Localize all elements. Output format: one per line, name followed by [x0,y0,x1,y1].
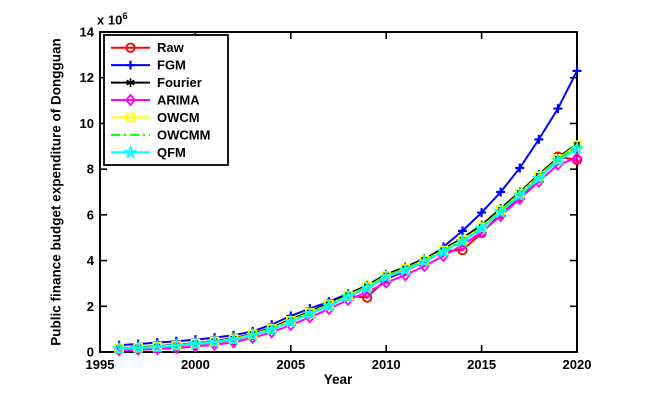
y-axis-exponent-label: x 106 [97,11,128,27]
exponent-base: x 10 [97,12,123,28]
legend-marker-owcm [125,112,136,123]
marker-pentagram-qfm [359,280,375,295]
y-tick-label: 2 [87,299,94,314]
x-tick-label: 2005 [276,357,305,372]
legend-label-qfm: QFM [157,145,186,160]
y-tick-label: 8 [87,162,94,177]
marker-pentagram-qfm [474,220,489,235]
marker-plus-fgm [534,134,544,144]
legend-label-owcm: OWCM [157,110,200,125]
marker-pentagram-qfm [264,322,280,337]
marker-pentagram-qfm [512,187,527,202]
legend-marker-fourier [126,78,135,88]
y-axis-label: Public finance budget expenditure of Don… [48,38,64,346]
marker-pentagram-qfm [130,340,146,355]
marker-pentagram-qfm [569,140,585,155]
y-tick-label: 12 [80,70,94,85]
marker-pentagram-qfm [188,336,203,351]
marker-pentagram-qfm [455,233,470,248]
legend-marker-arima [124,93,137,107]
legend-label-fgm: FGM [157,58,186,73]
x-tick-label: 1995 [86,357,115,372]
marker-pentagram-qfm [436,244,451,259]
x-tick-label: 2020 [563,357,592,372]
marker-pentagram-qfm [379,269,394,284]
marker-pentagram-qfm [340,289,356,303]
exponent-power: 6 [122,11,128,22]
legend-label-raw: Raw [157,40,185,55]
legend-marker-fgm [126,60,135,70]
marker-plus-fgm [496,187,506,197]
marker-pentagram-qfm [397,262,413,277]
x-tick-label: 2015 [467,357,496,372]
y-tick-label: 14 [80,25,95,40]
marker-plus-fgm [572,66,582,76]
legend-marker-qfm [123,144,138,159]
marker-pentagram-qfm [550,153,566,168]
y-tick-label: 4 [87,253,95,268]
marker-pentagram-qfm [302,306,318,321]
legend-label-owcmm: OWCMM [157,127,210,142]
marker-pentagram-qfm [283,314,298,329]
legend-label-fourier: Fourier [157,75,202,90]
marker-circle-raw [362,292,373,303]
marker-pentagram-qfm [531,170,547,185]
x-axis-label: Year [323,372,353,387]
x-tick-label: 2010 [372,357,401,372]
marker-diamond-arima [571,151,583,165]
marker-pentagram-qfm [245,327,260,342]
x-tick-label: 2000 [181,357,210,372]
marker-plus-fgm [477,208,487,218]
series-line-qfm [118,147,578,350]
marker-pentagram-qfm [321,298,337,313]
legend-marker-raw [125,42,136,53]
marker-pentagram-qfm [493,204,508,219]
marker-plus-fgm [553,104,563,114]
y-tick-label: 6 [87,207,94,222]
y-tick-label: 10 [80,116,94,131]
marker-pentagram-qfm [111,341,127,356]
y-tick-label: 0 [87,345,94,360]
marker-pentagram-qfm [226,332,241,346]
legend-label-arima: ARIMA [157,93,200,108]
marker-pentagram-qfm [417,253,432,268]
marker-pentagram-qfm [169,338,184,353]
marker-pentagram-qfm [150,339,165,354]
marker-plus-fgm [515,163,525,173]
marker-pentagram-qfm [207,334,222,349]
